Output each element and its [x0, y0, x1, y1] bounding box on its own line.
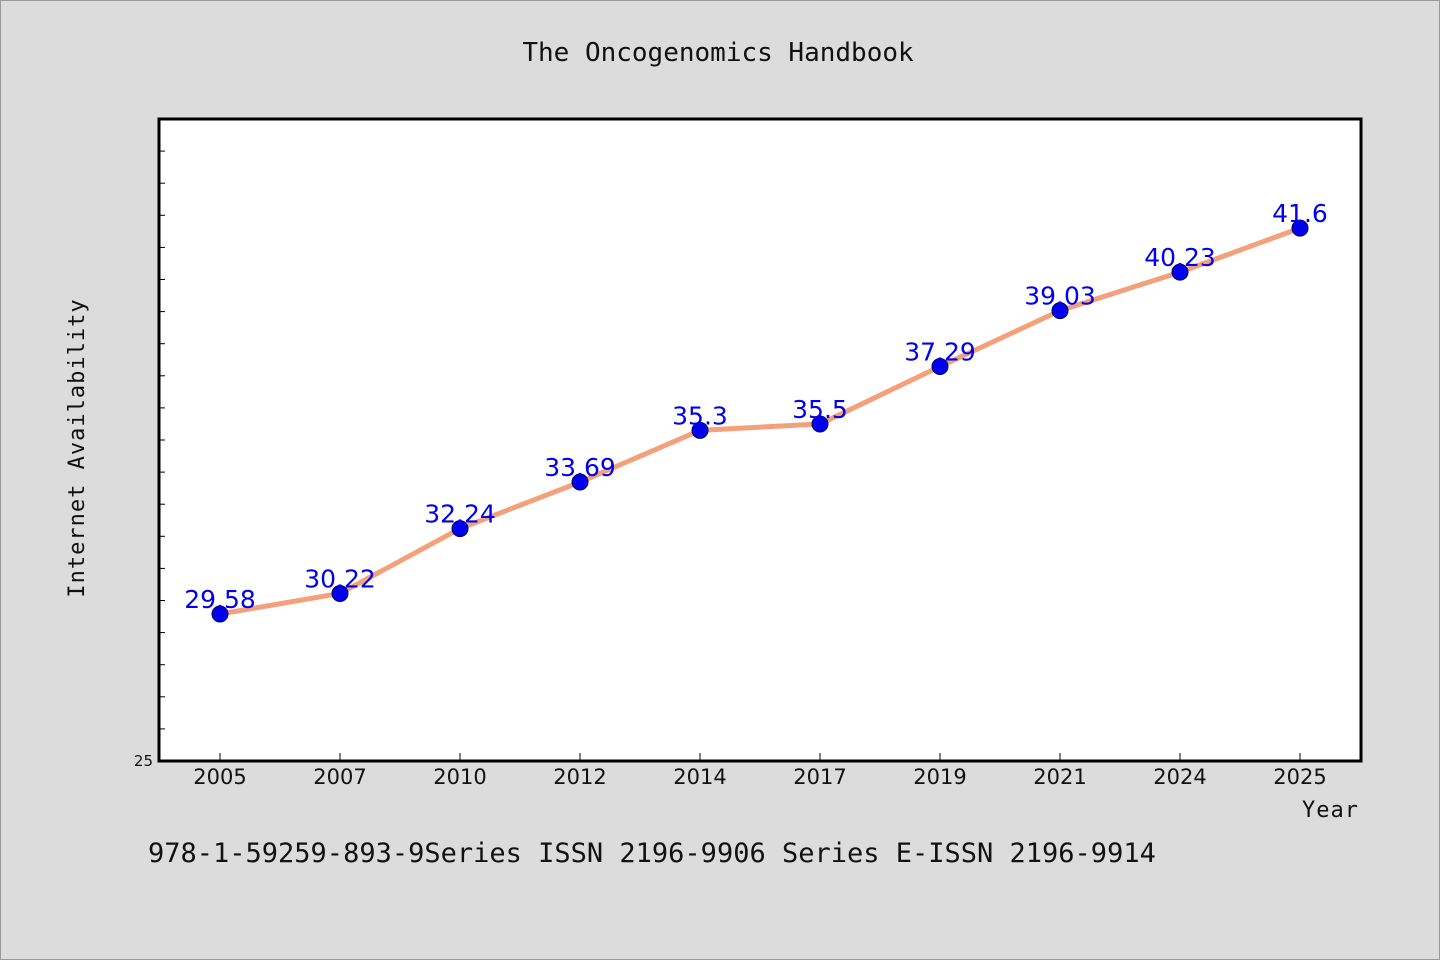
- data-point: [571, 473, 589, 491]
- x-tick-label: 2024: [1153, 765, 1206, 789]
- data-point: [931, 357, 949, 375]
- data-point: [1051, 302, 1069, 320]
- chart-title: The Oncogenomics Handbook: [522, 38, 914, 68]
- data-label-layer: 29.58 30.22 32.24 33.69 35.3 35.5 37.29 39.03 40…: [184, 199, 1328, 614]
- series-line: [217, 225, 1303, 617]
- data-label: 35.5: [792, 395, 848, 424]
- data-point: [1171, 263, 1189, 281]
- x-tick-label: 2025: [1273, 765, 1326, 789]
- data-label: 41.6: [1272, 199, 1328, 228]
- data-label: 29.58: [184, 585, 256, 614]
- x-tick-label: 2007: [313, 765, 366, 789]
- x-tick-label: 2021: [1033, 765, 1086, 789]
- data-point: [811, 415, 829, 433]
- data-label: 33.69: [544, 453, 616, 482]
- data-label: 30.22: [304, 564, 376, 593]
- data-point: [691, 421, 709, 439]
- data-point: [331, 584, 349, 602]
- y-axis-ticks: 25: [134, 150, 165, 770]
- plot-area: [157, 117, 1363, 763]
- data-label: 32.24: [424, 500, 496, 529]
- x-tick-label: 2010: [433, 765, 486, 789]
- x-tick-label: 2012: [553, 765, 606, 789]
- series-layer: [211, 219, 1309, 623]
- y-axis-title: Internet Availability: [65, 298, 90, 597]
- x-axis-ticks: 2005 2007 2010 2012 2014 2017 2019 2021 2024 2025: [193, 753, 1327, 789]
- data-label: 37.29: [904, 337, 976, 366]
- data-label: 40.23: [1144, 243, 1216, 272]
- isbn-issn-footer: 978-1-59259-893-9Series ISSN 2196-9906 S…: [148, 838, 1156, 869]
- x-tick-label: 2017: [793, 765, 846, 789]
- data-label: 39.03: [1024, 282, 1096, 311]
- data-point: [211, 605, 229, 623]
- x-tick-label: 2005: [193, 765, 246, 789]
- y-tick-label: 25: [134, 752, 153, 770]
- data-point: [1291, 219, 1309, 237]
- x-axis-title: Year: [1302, 798, 1359, 823]
- data-label: 35.3: [672, 401, 728, 430]
- x-tick-label: 2019: [913, 765, 966, 789]
- data-point: [451, 520, 469, 538]
- x-tick-label: 2014: [673, 765, 726, 789]
